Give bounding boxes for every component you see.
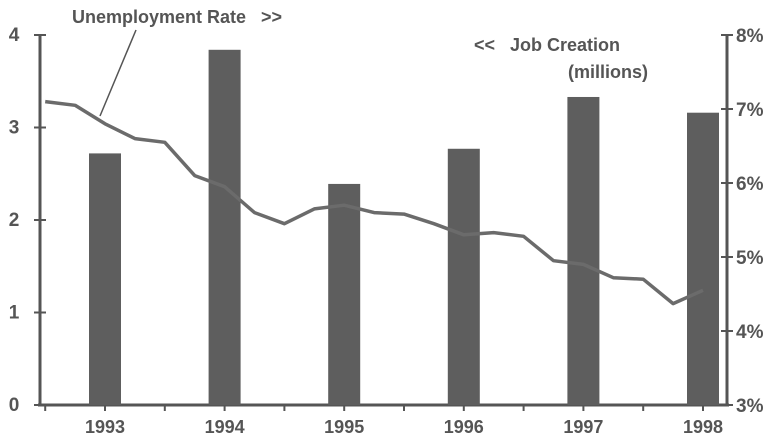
x-tick-label-1993: 1993	[85, 417, 125, 437]
x-tick-label-1997: 1997	[563, 417, 603, 437]
left-tick-label-1: 1	[9, 303, 20, 324]
left-tick-label-4: 4	[9, 25, 20, 46]
job-creation-units-label: (millions)	[568, 62, 648, 82]
right-tick-label-8pct: 8%	[736, 26, 764, 47]
right-tick-label-3pct: 3%	[736, 396, 764, 417]
left-tick-label-3: 3	[9, 118, 20, 139]
right-tick-label-5pct: 5%	[736, 248, 764, 269]
bar-1996	[447, 148, 480, 405]
x-tick-label-1995: 1995	[324, 417, 364, 437]
right-tick-label-6pct: 6%	[736, 174, 764, 195]
bar-1995	[328, 183, 361, 405]
unemployment-label-pointer	[99, 29, 137, 117]
right-tick-label-4pct: 4%	[736, 322, 764, 343]
right-axis-ticks: 3% 4% 5% 6% 7% 8%	[721, 26, 764, 417]
axes	[38, 35, 729, 407]
bar-1998	[687, 112, 719, 405]
bar-1993	[89, 153, 121, 405]
left-axis-ticks: 0 1 2 3 4	[9, 25, 46, 416]
unemployment-rate-label: Unemployment Rate >>	[72, 7, 282, 27]
x-axis-ticks	[44, 405, 704, 411]
left-tick-label-0: 0	[9, 395, 20, 416]
x-tick-label-1998: 1998	[683, 417, 723, 437]
bar-1994	[208, 49, 241, 406]
right-tick-label-7pct: 7%	[736, 100, 764, 121]
job-creation-label: << Job Creation	[474, 35, 620, 55]
x-tick-label-1996: 1996	[444, 417, 484, 437]
x-tick-labels: 1993 1994 1995 1996 1997 1998	[85, 417, 723, 437]
unemployment-rate-line	[44, 99, 704, 306]
x-tick-label-1994: 1994	[205, 417, 245, 437]
bar-1997	[567, 96, 600, 405]
bar-series	[89, 49, 719, 406]
left-tick-label-2: 2	[9, 210, 20, 231]
